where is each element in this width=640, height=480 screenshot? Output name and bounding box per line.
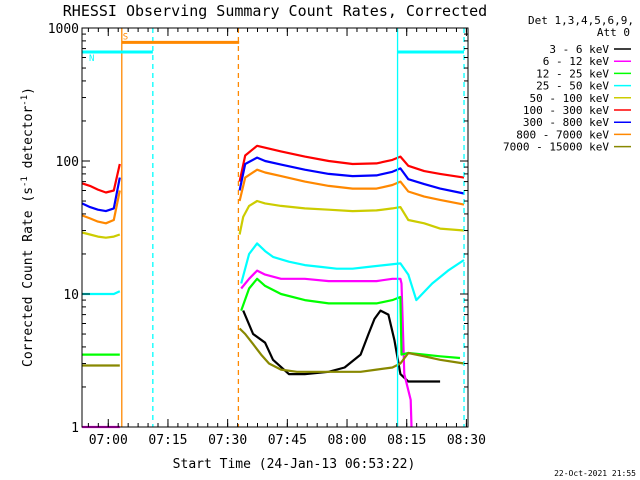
legend-label-3-6-kev: 3 - 6 keV	[549, 43, 609, 56]
x-tick-label-07-15: 07:15	[148, 433, 187, 448]
x-tick-label-08-30: 08:30	[447, 433, 486, 448]
legend-header-detectors: Det 1,3,4,5,6,9,	[528, 14, 634, 27]
series-line-100-300-kev	[81, 144, 465, 194]
legend-label-6-12-kev: 6 - 12 keV	[543, 55, 610, 68]
y-axis-label-sup-2: -1	[20, 95, 30, 106]
series-line-800-7000-kev	[81, 168, 465, 225]
state-label-n: N	[89, 54, 94, 64]
y-tick-label-1000: 1000	[48, 22, 79, 37]
y-tick-label-10: 10	[63, 288, 79, 303]
plot-frame	[81, 27, 469, 428]
x-tick-label-07-30: 07:30	[208, 433, 247, 448]
x-tick-label-07-45: 07:45	[268, 433, 307, 448]
series-line-7000-15000-kev	[82, 327, 465, 373]
x-tick-label-07-00: 07:00	[89, 433, 128, 448]
x-tick-label-08-00: 08:00	[327, 433, 366, 448]
legend-label-12-25-kev: 12 - 25 keV	[536, 67, 609, 80]
series-line-300-800-kev	[81, 156, 465, 213]
axes-layer: 07:00 07:15 07:30 07:45 08:00 08:15 08:30 1 10 10…	[48, 22, 486, 448]
series-lines-layer	[81, 144, 465, 429]
legend-label-800-7000-kev: 800 - 7000 keV	[516, 128, 609, 141]
x-axis-label: Start Time (24-Jan-13 06:53:22)	[173, 457, 416, 472]
y-tick-label-1: 1	[71, 421, 79, 436]
series-line-3-6-kev	[242, 309, 441, 383]
y-axis-label-sup-1: -1	[20, 176, 30, 187]
legend-label-50-100-kev: 50 - 100 keV	[530, 92, 610, 105]
state-label-s: S	[123, 32, 128, 42]
footer-timestamp: 22-Oct-2021 21:55	[554, 469, 636, 478]
y-axis-label: Corrected Count Rate (s-1 detector-1)	[20, 87, 36, 367]
chart-title: RHESSI Observing Summary Count Rates, Co…	[63, 2, 487, 20]
x-tick-label-08-15: 08:15	[387, 433, 426, 448]
y-tick-label-100: 100	[56, 155, 79, 170]
series-line-25-50-kev	[82, 242, 465, 302]
state-markers-layer: SN	[82, 28, 465, 427]
legend-label-300-800-kev: 300 - 800 keV	[523, 116, 609, 129]
y-axis-label-mid: detector	[21, 106, 36, 177]
y-axis-label-end: )	[21, 87, 36, 95]
y-axis-label-main: Corrected Count Rate (s	[21, 187, 36, 367]
legend-label-100-300-kev: 100 - 300 keV	[523, 104, 609, 117]
series-line-50-100-kev	[81, 199, 465, 239]
legend-header-attenuator: Att 0	[597, 26, 630, 39]
legend-label-7000-15000-kev: 7000 - 15000 keV	[503, 141, 609, 154]
legend-label-25-50-kev: 25 - 50 keV	[536, 80, 609, 93]
